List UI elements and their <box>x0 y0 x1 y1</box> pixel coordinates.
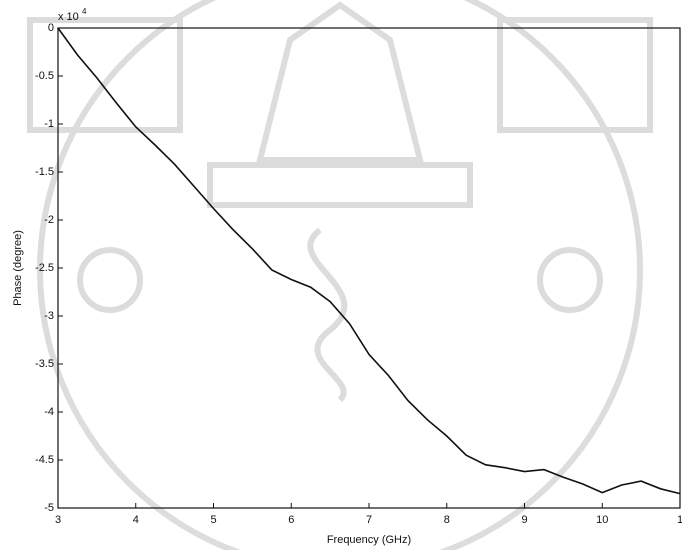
y-multiplier: x 10 <box>58 11 79 23</box>
y-tick-label: -2 <box>44 214 54 226</box>
y-tick-label: -5 <box>44 502 54 514</box>
y-multiplier-exponent: 4 <box>82 7 87 16</box>
y-tick-label: -0.5 <box>35 70 54 82</box>
y-axis-label: Phase (degree) <box>12 230 24 306</box>
x-tick-label: 7 <box>366 514 372 526</box>
x-axis-label: Frequency (GHz) <box>327 534 411 546</box>
x-tick-label: 5 <box>210 514 216 526</box>
y-tick-label: 0 <box>48 22 54 34</box>
x-tick-label: 1 <box>677 514 682 526</box>
x-tick-label: 10 <box>596 514 608 526</box>
y-tick-label: -1 <box>44 118 54 130</box>
y-tick-label: -2.5 <box>35 262 54 274</box>
x-tick-label: 3 <box>55 514 61 526</box>
x-tick-label: 6 <box>288 514 294 526</box>
data-line <box>57 27 681 495</box>
watermark <box>27 0 653 550</box>
y-tick-label: -4 <box>44 406 54 418</box>
y-tick-label: -3.5 <box>35 358 54 370</box>
x-tick-label: 8 <box>444 514 450 526</box>
y-tick-label: -4.5 <box>35 454 54 466</box>
x-tick-label: 9 <box>521 514 527 526</box>
y-tick-label: -1.5 <box>35 166 54 178</box>
x-tick-label: 4 <box>133 514 139 526</box>
y-tick-label: -3 <box>44 310 54 322</box>
